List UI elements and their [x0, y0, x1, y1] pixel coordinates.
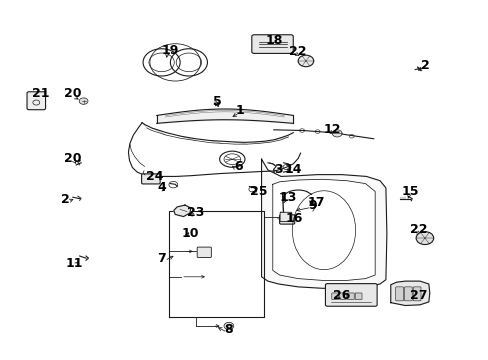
Text: 15: 15: [401, 185, 418, 198]
Polygon shape: [261, 159, 386, 288]
Text: 11: 11: [65, 257, 82, 270]
Text: 2: 2: [420, 59, 428, 72]
Text: 3: 3: [274, 163, 283, 176]
FancyBboxPatch shape: [354, 293, 361, 300]
Text: 23: 23: [187, 207, 204, 220]
FancyBboxPatch shape: [280, 212, 291, 222]
Text: 17: 17: [307, 196, 325, 209]
Text: 12: 12: [323, 123, 340, 136]
FancyBboxPatch shape: [339, 293, 346, 300]
Text: 4: 4: [157, 181, 165, 194]
FancyBboxPatch shape: [251, 35, 293, 53]
Text: 14: 14: [284, 163, 302, 176]
Circle shape: [224, 322, 233, 329]
Polygon shape: [390, 281, 429, 306]
Text: 10: 10: [181, 226, 198, 239]
Text: 19: 19: [162, 44, 179, 57]
Circle shape: [415, 231, 433, 244]
Text: 5: 5: [213, 95, 222, 108]
Circle shape: [331, 130, 341, 137]
Text: 13: 13: [279, 191, 297, 204]
FancyBboxPatch shape: [346, 293, 353, 300]
Circle shape: [79, 98, 88, 104]
Text: 26: 26: [333, 289, 350, 302]
Text: 9: 9: [308, 199, 316, 212]
FancyBboxPatch shape: [279, 215, 294, 224]
Text: 8: 8: [224, 323, 233, 336]
Text: 6: 6: [234, 160, 243, 173]
Text: 7: 7: [157, 252, 165, 265]
Text: 20: 20: [64, 152, 81, 165]
FancyBboxPatch shape: [27, 92, 45, 110]
FancyBboxPatch shape: [404, 287, 411, 301]
Circle shape: [298, 55, 313, 67]
Text: 24: 24: [145, 170, 163, 183]
FancyBboxPatch shape: [412, 287, 420, 301]
Text: 20: 20: [64, 87, 81, 100]
Text: 21: 21: [32, 87, 49, 100]
Text: 18: 18: [264, 33, 282, 47]
FancyBboxPatch shape: [395, 287, 403, 301]
Text: 1: 1: [235, 104, 244, 117]
FancyBboxPatch shape: [331, 293, 338, 300]
FancyBboxPatch shape: [197, 247, 211, 257]
Text: 22: 22: [409, 223, 427, 236]
Text: 25: 25: [250, 185, 267, 198]
Polygon shape: [272, 179, 374, 280]
FancyBboxPatch shape: [142, 174, 160, 184]
FancyBboxPatch shape: [325, 284, 376, 306]
Text: 16: 16: [285, 212, 302, 225]
Polygon shape: [173, 205, 190, 217]
Text: 27: 27: [409, 289, 427, 302]
Text: 22: 22: [289, 45, 306, 58]
Text: 2: 2: [61, 193, 69, 206]
